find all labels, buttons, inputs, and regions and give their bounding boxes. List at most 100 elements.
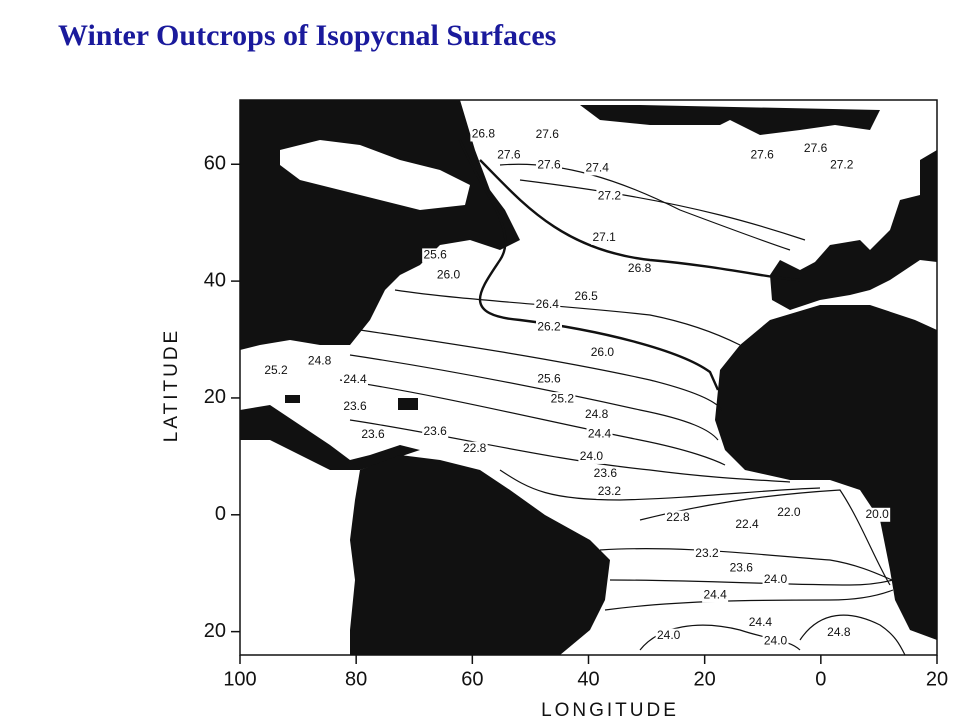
x-tick-label: 80 <box>345 668 367 690</box>
x-tick-label: 100 <box>223 668 256 690</box>
x-tick-label: 20 <box>694 668 716 690</box>
land-central-america <box>240 405 420 470</box>
contour-label: 24.4 <box>343 372 367 386</box>
contour-label-bg <box>342 399 369 414</box>
contour-label: 24.4 <box>588 426 612 440</box>
contour-label-bg <box>775 506 802 521</box>
contour-label: 27.2 <box>598 189 622 203</box>
contour-label-bg <box>702 588 729 603</box>
contour-label-bg <box>596 189 623 204</box>
y-axis-label: LATITUDE <box>161 328 182 442</box>
contour-label: 24.8 <box>308 353 332 367</box>
contour-line <box>604 589 894 611</box>
contour-line <box>458 139 720 391</box>
contour-label-bg <box>422 248 449 263</box>
land-gap <box>280 140 470 210</box>
contour-label-bg <box>422 424 449 439</box>
contour-label-bg <box>536 320 563 335</box>
contour-label: 25.2 <box>551 391 575 405</box>
contour-label: 24.0 <box>657 628 681 642</box>
contour-label: 24.0 <box>764 572 788 586</box>
contour-label: 25.2 <box>264 363 288 377</box>
contour-label-bg <box>573 289 600 304</box>
y-tick-label: 20 <box>204 386 226 408</box>
contour-label-bg <box>828 158 855 173</box>
land-north <box>240 100 937 640</box>
y-tick-label: 60 <box>204 153 226 175</box>
contour-label-bg <box>591 230 618 245</box>
x-axis-label: LONGITUDE <box>541 700 679 720</box>
contour-label: 23.6 <box>423 424 447 438</box>
contour-label-bg <box>762 572 789 587</box>
contour-label-bg <box>693 546 720 561</box>
contour-label-bg <box>589 345 616 360</box>
x-tick-label: 60 <box>461 668 483 690</box>
contour-label: 23.6 <box>361 427 385 441</box>
contour-label-bg <box>536 158 563 173</box>
contour-label-bg <box>534 298 561 313</box>
contour-label: 24.0 <box>580 449 604 463</box>
y-tick-label: 0 <box>215 503 226 525</box>
contour-label: 24.8 <box>827 625 851 639</box>
contour-label-bg <box>549 392 576 407</box>
map <box>239 99 938 656</box>
contour-label: 26.8 <box>628 261 652 275</box>
contour-label-bg <box>583 407 610 422</box>
contour-label: 27.1 <box>593 230 617 244</box>
contour-label-bg <box>435 268 462 283</box>
contour-label: 24.4 <box>749 615 773 629</box>
contour-label: 27.2 <box>830 158 854 172</box>
title: Winter Outcrops of Isopycnal Surfaces <box>58 19 556 52</box>
contour-line <box>499 469 821 501</box>
contour-label: 27.6 <box>497 148 521 162</box>
contour-label: 23.2 <box>695 546 719 560</box>
x-tick-label: 20 <box>926 668 948 690</box>
contour-label-bg <box>626 261 653 276</box>
contour-label-bg <box>461 441 488 456</box>
contour-label-bg <box>578 449 605 464</box>
contour-label: 24.4 <box>703 588 727 602</box>
island <box>285 395 300 403</box>
contour-label: 23.6 <box>730 561 754 575</box>
contour-label: 26.5 <box>574 289 598 303</box>
contour-label: 26.2 <box>537 319 561 333</box>
contour-label: 26.0 <box>591 345 615 359</box>
contour-label: 26.8 <box>472 127 496 141</box>
contour-line <box>609 579 894 586</box>
contour-label-bg <box>762 634 789 649</box>
contour-label: 26.4 <box>536 297 560 311</box>
contour-line <box>349 354 719 441</box>
contour-label: 26.0 <box>437 267 461 281</box>
contour-label-bg <box>655 628 682 643</box>
gulf <box>260 345 350 395</box>
contour-label: 22.8 <box>666 510 690 524</box>
y-tick-label: 40 <box>204 269 226 291</box>
contour-label-bg <box>584 161 611 176</box>
contour-label: 25.6 <box>423 248 447 262</box>
land-south-america <box>350 455 610 655</box>
contour-label-bg <box>596 485 623 500</box>
contour-line <box>519 179 806 241</box>
contour-label-bg <box>495 148 522 163</box>
contour-line <box>799 614 906 656</box>
contour-line <box>639 489 891 586</box>
contour-label-bg <box>592 466 619 481</box>
x-tick-label: 40 <box>577 668 599 690</box>
y-tick-label: 20 <box>204 620 226 642</box>
contour-label: 25.6 <box>537 371 561 385</box>
contour-label-bg <box>734 517 761 532</box>
contour-line <box>394 289 741 346</box>
contour-label: 27.4 <box>586 161 610 175</box>
contour-label: 22.8 <box>463 441 487 455</box>
contour-label: 23.2 <box>598 484 622 498</box>
contour-label: 23.6 <box>594 466 618 480</box>
contour-label-bg <box>825 625 852 640</box>
contour-line <box>359 329 723 411</box>
x-tick-label: 0 <box>815 668 826 690</box>
contour-label: 27.6 <box>804 141 828 155</box>
contour-label: 27.6 <box>537 158 561 172</box>
contour-label: 24.0 <box>764 634 788 648</box>
contour-line <box>479 159 801 282</box>
contour-line <box>599 548 893 581</box>
contour-label-bg <box>536 372 563 387</box>
